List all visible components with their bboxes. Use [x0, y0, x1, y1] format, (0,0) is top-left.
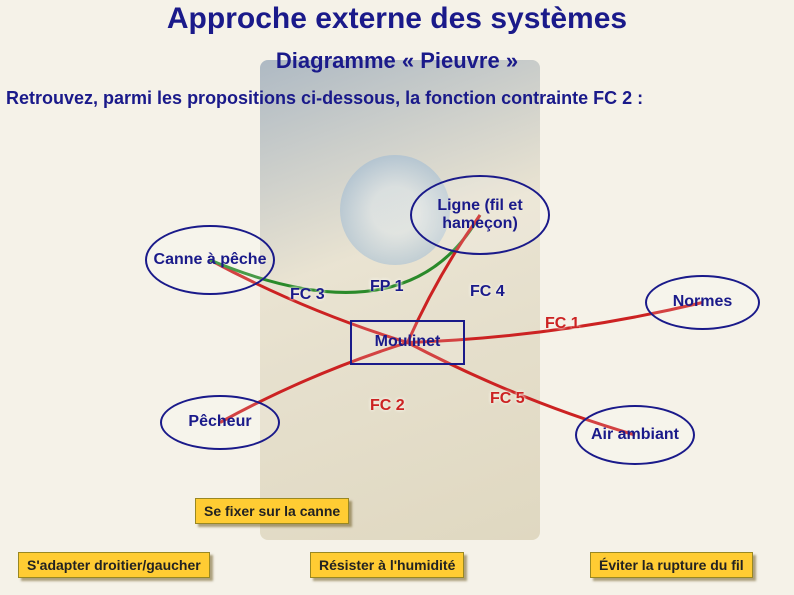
answer-button-3[interactable]: Résister à l'humidité [310, 552, 464, 578]
page-title: Approche externe des systèmes [0, 2, 794, 36]
node-air: Air ambiant [575, 405, 695, 465]
node-normes: Normes [645, 275, 760, 330]
node-canne: Canne à pêche [145, 225, 275, 295]
edge-label-fc2: FC 2 [370, 397, 405, 415]
answer-button-1[interactable]: Se fixer sur la canne [195, 498, 349, 524]
edge-label-fc4: FC 4 [470, 283, 505, 301]
answer-button-4[interactable]: Éviter la rupture du fil [590, 552, 753, 578]
edge-label-fp1: FP 1 [370, 278, 404, 296]
node-moulinet: Moulinet [350, 320, 465, 365]
instruction-text: Retrouvez, parmi les propositions ci-des… [6, 88, 786, 109]
edge-label-fc1: FC 1 [545, 315, 580, 333]
answer-button-2[interactable]: S'adapter droitier/gaucher [18, 552, 210, 578]
node-ligne: Ligne (fil et hameçon) [410, 175, 550, 255]
page-subtitle: Diagramme « Pieuvre » [0, 48, 794, 74]
edge-label-fc3: FC 3 [290, 286, 325, 304]
edge-label-fc5: FC 5 [490, 390, 525, 408]
node-pecheur: Pêcheur [160, 395, 280, 450]
